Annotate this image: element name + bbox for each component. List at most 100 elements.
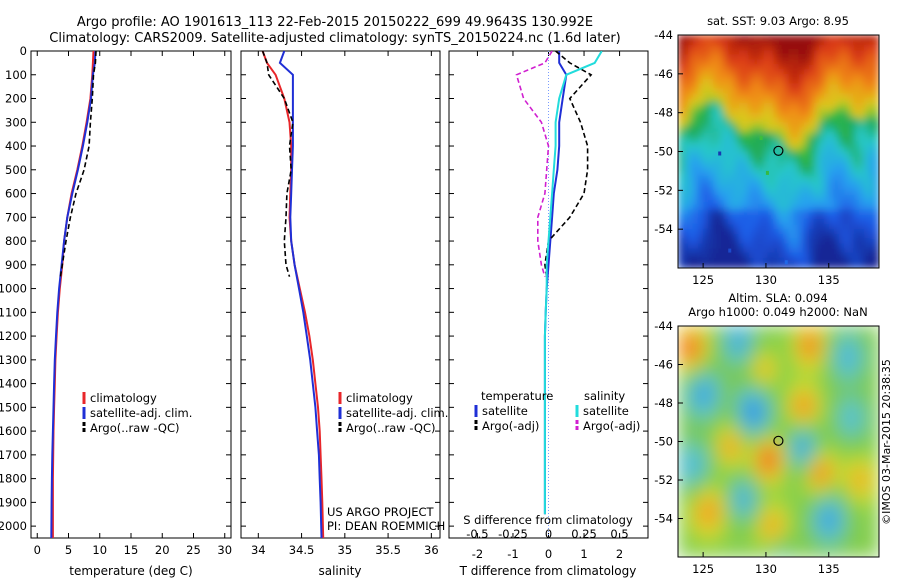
heatmap-cell xyxy=(768,243,775,250)
heatmap-cell xyxy=(743,200,749,206)
heatmap-cell xyxy=(688,180,694,187)
heatmap-cell xyxy=(768,78,775,85)
heatmap-cell xyxy=(690,332,698,340)
heatmap-cell xyxy=(791,492,799,501)
heatmap-cell xyxy=(723,39,729,46)
heatmap-cell xyxy=(688,219,694,225)
heatmap-cell xyxy=(740,370,748,379)
s-tick-label: 0.5 xyxy=(610,527,628,541)
heatmap-cell xyxy=(723,112,729,119)
heatmap-cell xyxy=(743,54,749,60)
heatmap-cell xyxy=(798,136,805,143)
heatmap-cell xyxy=(765,441,774,449)
heatmap-cell xyxy=(728,229,734,235)
heatmap-cell xyxy=(748,170,754,177)
heatmap-cell xyxy=(721,351,730,359)
heatmap-cell xyxy=(758,209,765,216)
heatmap-cell xyxy=(873,127,879,133)
heatmap-cell xyxy=(721,518,730,526)
heatmap-cell xyxy=(703,185,709,191)
heatmap-cell xyxy=(713,166,719,172)
heatmap-cell xyxy=(728,364,736,372)
heatmap-cell xyxy=(868,219,875,225)
heatmap-cell xyxy=(803,467,811,475)
heatmap-cell xyxy=(740,480,748,488)
heatmap-cell xyxy=(823,64,830,70)
heatmap-cell xyxy=(728,117,734,123)
heatmap-cell xyxy=(833,209,840,216)
heatmap-cell xyxy=(848,59,855,65)
heatmap-cell xyxy=(747,454,755,462)
heatmap-cell xyxy=(709,460,717,468)
heatmap-cell xyxy=(683,234,689,240)
heatmap-cell xyxy=(783,146,790,153)
heatmap-cell xyxy=(853,39,860,46)
heatmap-cell xyxy=(743,44,749,51)
heatmap-cell xyxy=(853,229,860,235)
heatmap-cell xyxy=(683,98,689,104)
heatmap-cell xyxy=(828,243,835,250)
heatmap-cell xyxy=(733,136,739,143)
heatmap-cell xyxy=(728,175,734,182)
heatmap-cell xyxy=(772,537,780,545)
heatmap-cell xyxy=(822,409,830,417)
heatmap-cell xyxy=(759,358,767,366)
heatmap-cell xyxy=(733,112,739,119)
heatmap-cell xyxy=(816,345,824,353)
heatmap-cell xyxy=(863,68,870,75)
heatmap-cell xyxy=(853,93,860,99)
heatmap-cell xyxy=(683,136,689,143)
heatmap-cell xyxy=(818,258,825,264)
heatmap-cell xyxy=(873,93,879,99)
heatmap-cell xyxy=(723,170,729,177)
heatmap-cell xyxy=(723,195,729,201)
heatmap-cell xyxy=(753,117,759,123)
heatmap-cell xyxy=(772,550,780,557)
heatmap-cell xyxy=(721,460,730,468)
heatmap-cell xyxy=(848,78,855,85)
heatmap-cell xyxy=(765,364,774,372)
heatmap-cell xyxy=(828,383,836,391)
heatmap-cell xyxy=(743,122,749,128)
heatmap-cell xyxy=(703,219,709,225)
heatmap-cell xyxy=(843,83,850,89)
heatmap-cell xyxy=(772,499,780,507)
heatmap-cell xyxy=(843,127,850,133)
heatmap-cell xyxy=(703,146,709,153)
heatmap-cell xyxy=(747,460,755,468)
heatmap-cell xyxy=(759,435,767,443)
heatmap-cell xyxy=(866,550,874,557)
x-tick-label: -2 xyxy=(472,547,483,561)
heatmap-cell xyxy=(740,524,748,533)
heatmap-cell xyxy=(772,435,780,443)
heatmap-cell xyxy=(858,204,865,211)
heatmap-cell xyxy=(863,253,870,259)
heatmap-cell xyxy=(868,35,875,41)
heatmap-cell xyxy=(797,435,805,443)
series-line-salinity-argo-adj- xyxy=(515,51,553,277)
heatmap-cell xyxy=(858,219,865,225)
heatmap-cell xyxy=(733,117,739,123)
heatmap-cell xyxy=(718,253,724,259)
heatmap-cell xyxy=(759,351,767,359)
heatmap-cell xyxy=(703,102,709,109)
heatmap-cell xyxy=(747,492,755,501)
heatmap-cell xyxy=(788,78,795,85)
heatmap-cell xyxy=(768,83,775,89)
heatmap-cell xyxy=(738,166,744,172)
heatmap-cell xyxy=(863,54,870,60)
heatmap-cell xyxy=(718,146,724,153)
heatmap-cell xyxy=(740,467,748,475)
heatmap-cell xyxy=(715,467,723,475)
heatmap-cell xyxy=(728,146,734,153)
heatmap-cell xyxy=(718,214,724,221)
heatmap-cell xyxy=(813,122,820,128)
heatmap-cell xyxy=(823,68,830,75)
heatmap-cell xyxy=(841,403,849,411)
salinity-axes-frame xyxy=(240,50,441,539)
heatmap-cell xyxy=(853,132,860,138)
heatmap-cell xyxy=(818,204,825,211)
heatmap-cell xyxy=(733,132,739,138)
heatmap-cell xyxy=(683,44,689,51)
heatmap-cell xyxy=(841,370,849,379)
